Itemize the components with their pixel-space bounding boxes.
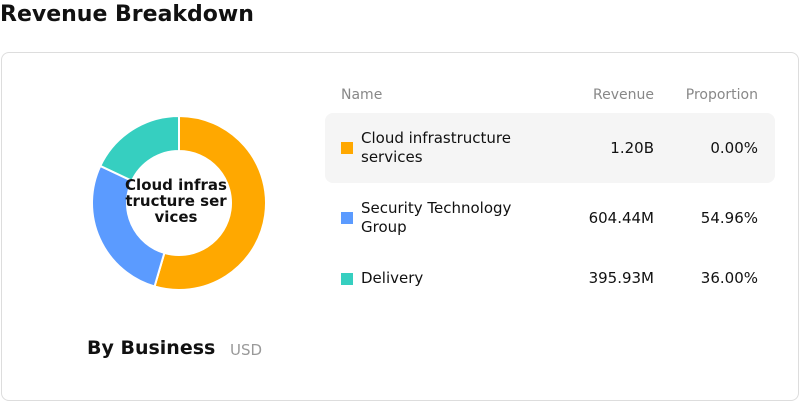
row-proportion: 54.96% (700, 208, 758, 227)
table-body: Cloud infrastructure services 1.20B 0.00% S… (325, 113, 775, 304)
donut-slice (153, 114, 267, 291)
table-row: Cloud infrastructure services 1.20B 0.00% (325, 113, 775, 183)
column-header: Name (341, 87, 383, 103)
card (1, 52, 799, 401)
row-revenue: 1.20B (610, 138, 654, 157)
donut-chart (91, 114, 267, 291)
row-proportion: 0.00% (710, 138, 758, 157)
chart-subtitle: By Business (87, 337, 216, 359)
row-revenue: 604.44M (588, 208, 654, 227)
legend-swatch (341, 212, 353, 224)
legend-swatch (341, 142, 353, 154)
page-title: Revenue Breakdown (0, 2, 254, 27)
donut-slice (98, 114, 180, 183)
legend-swatch (341, 272, 353, 285)
row-name: Cloud infrastructure services (361, 129, 511, 166)
row-name: Delivery (361, 269, 424, 287)
row-proportion: 36.00% (700, 269, 758, 287)
row-name: Security Technology Group (361, 199, 512, 236)
column-header: Proportion (685, 87, 758, 103)
row-revenue: 395.93M (588, 269, 654, 287)
table-row: Delivery 395.93M 36.00% (325, 253, 775, 304)
table-row: Security Technology Group 604.44M 54.96% (325, 183, 775, 253)
donut-center-label: Cloud infrastructure services (125, 176, 227, 226)
column-header: Revenue (593, 87, 654, 103)
donut-slice (91, 164, 166, 288)
unit-label: USD (230, 341, 263, 359)
